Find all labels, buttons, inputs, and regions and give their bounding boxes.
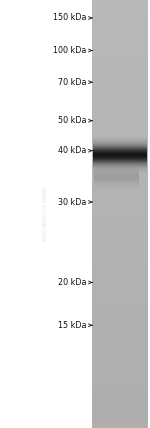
Text: WWW.TTCGAB.COM: WWW.TTCGAB.COM	[39, 187, 45, 241]
Text: 40 kDa: 40 kDa	[58, 146, 86, 155]
Text: 20 kDa: 20 kDa	[58, 278, 86, 287]
Text: 50 kDa: 50 kDa	[58, 116, 86, 125]
Text: 15 kDa: 15 kDa	[58, 321, 86, 330]
Text: 100 kDa: 100 kDa	[53, 46, 86, 55]
Text: 150 kDa: 150 kDa	[53, 13, 86, 23]
Text: 70 kDa: 70 kDa	[58, 77, 86, 87]
Text: 30 kDa: 30 kDa	[58, 197, 86, 207]
